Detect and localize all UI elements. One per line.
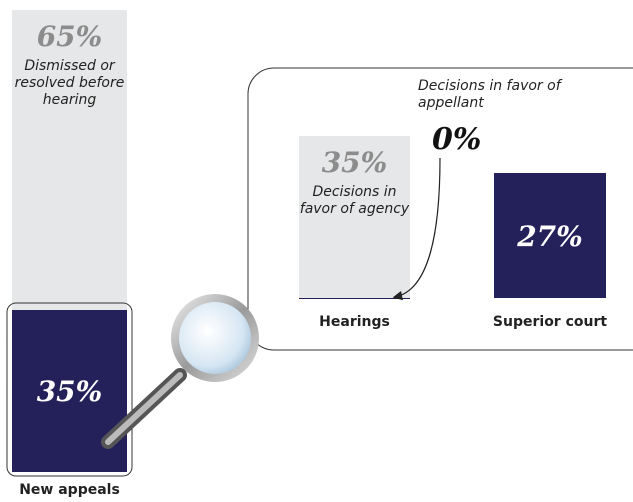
group-box bbox=[248, 68, 633, 350]
arrow bbox=[395, 158, 440, 297]
decor bbox=[0, 0, 633, 502]
magnifier bbox=[108, 294, 259, 442]
highlight-box bbox=[7, 303, 132, 476]
infographic: 35%65%Dismissed or resolved before heari… bbox=[0, 0, 633, 502]
